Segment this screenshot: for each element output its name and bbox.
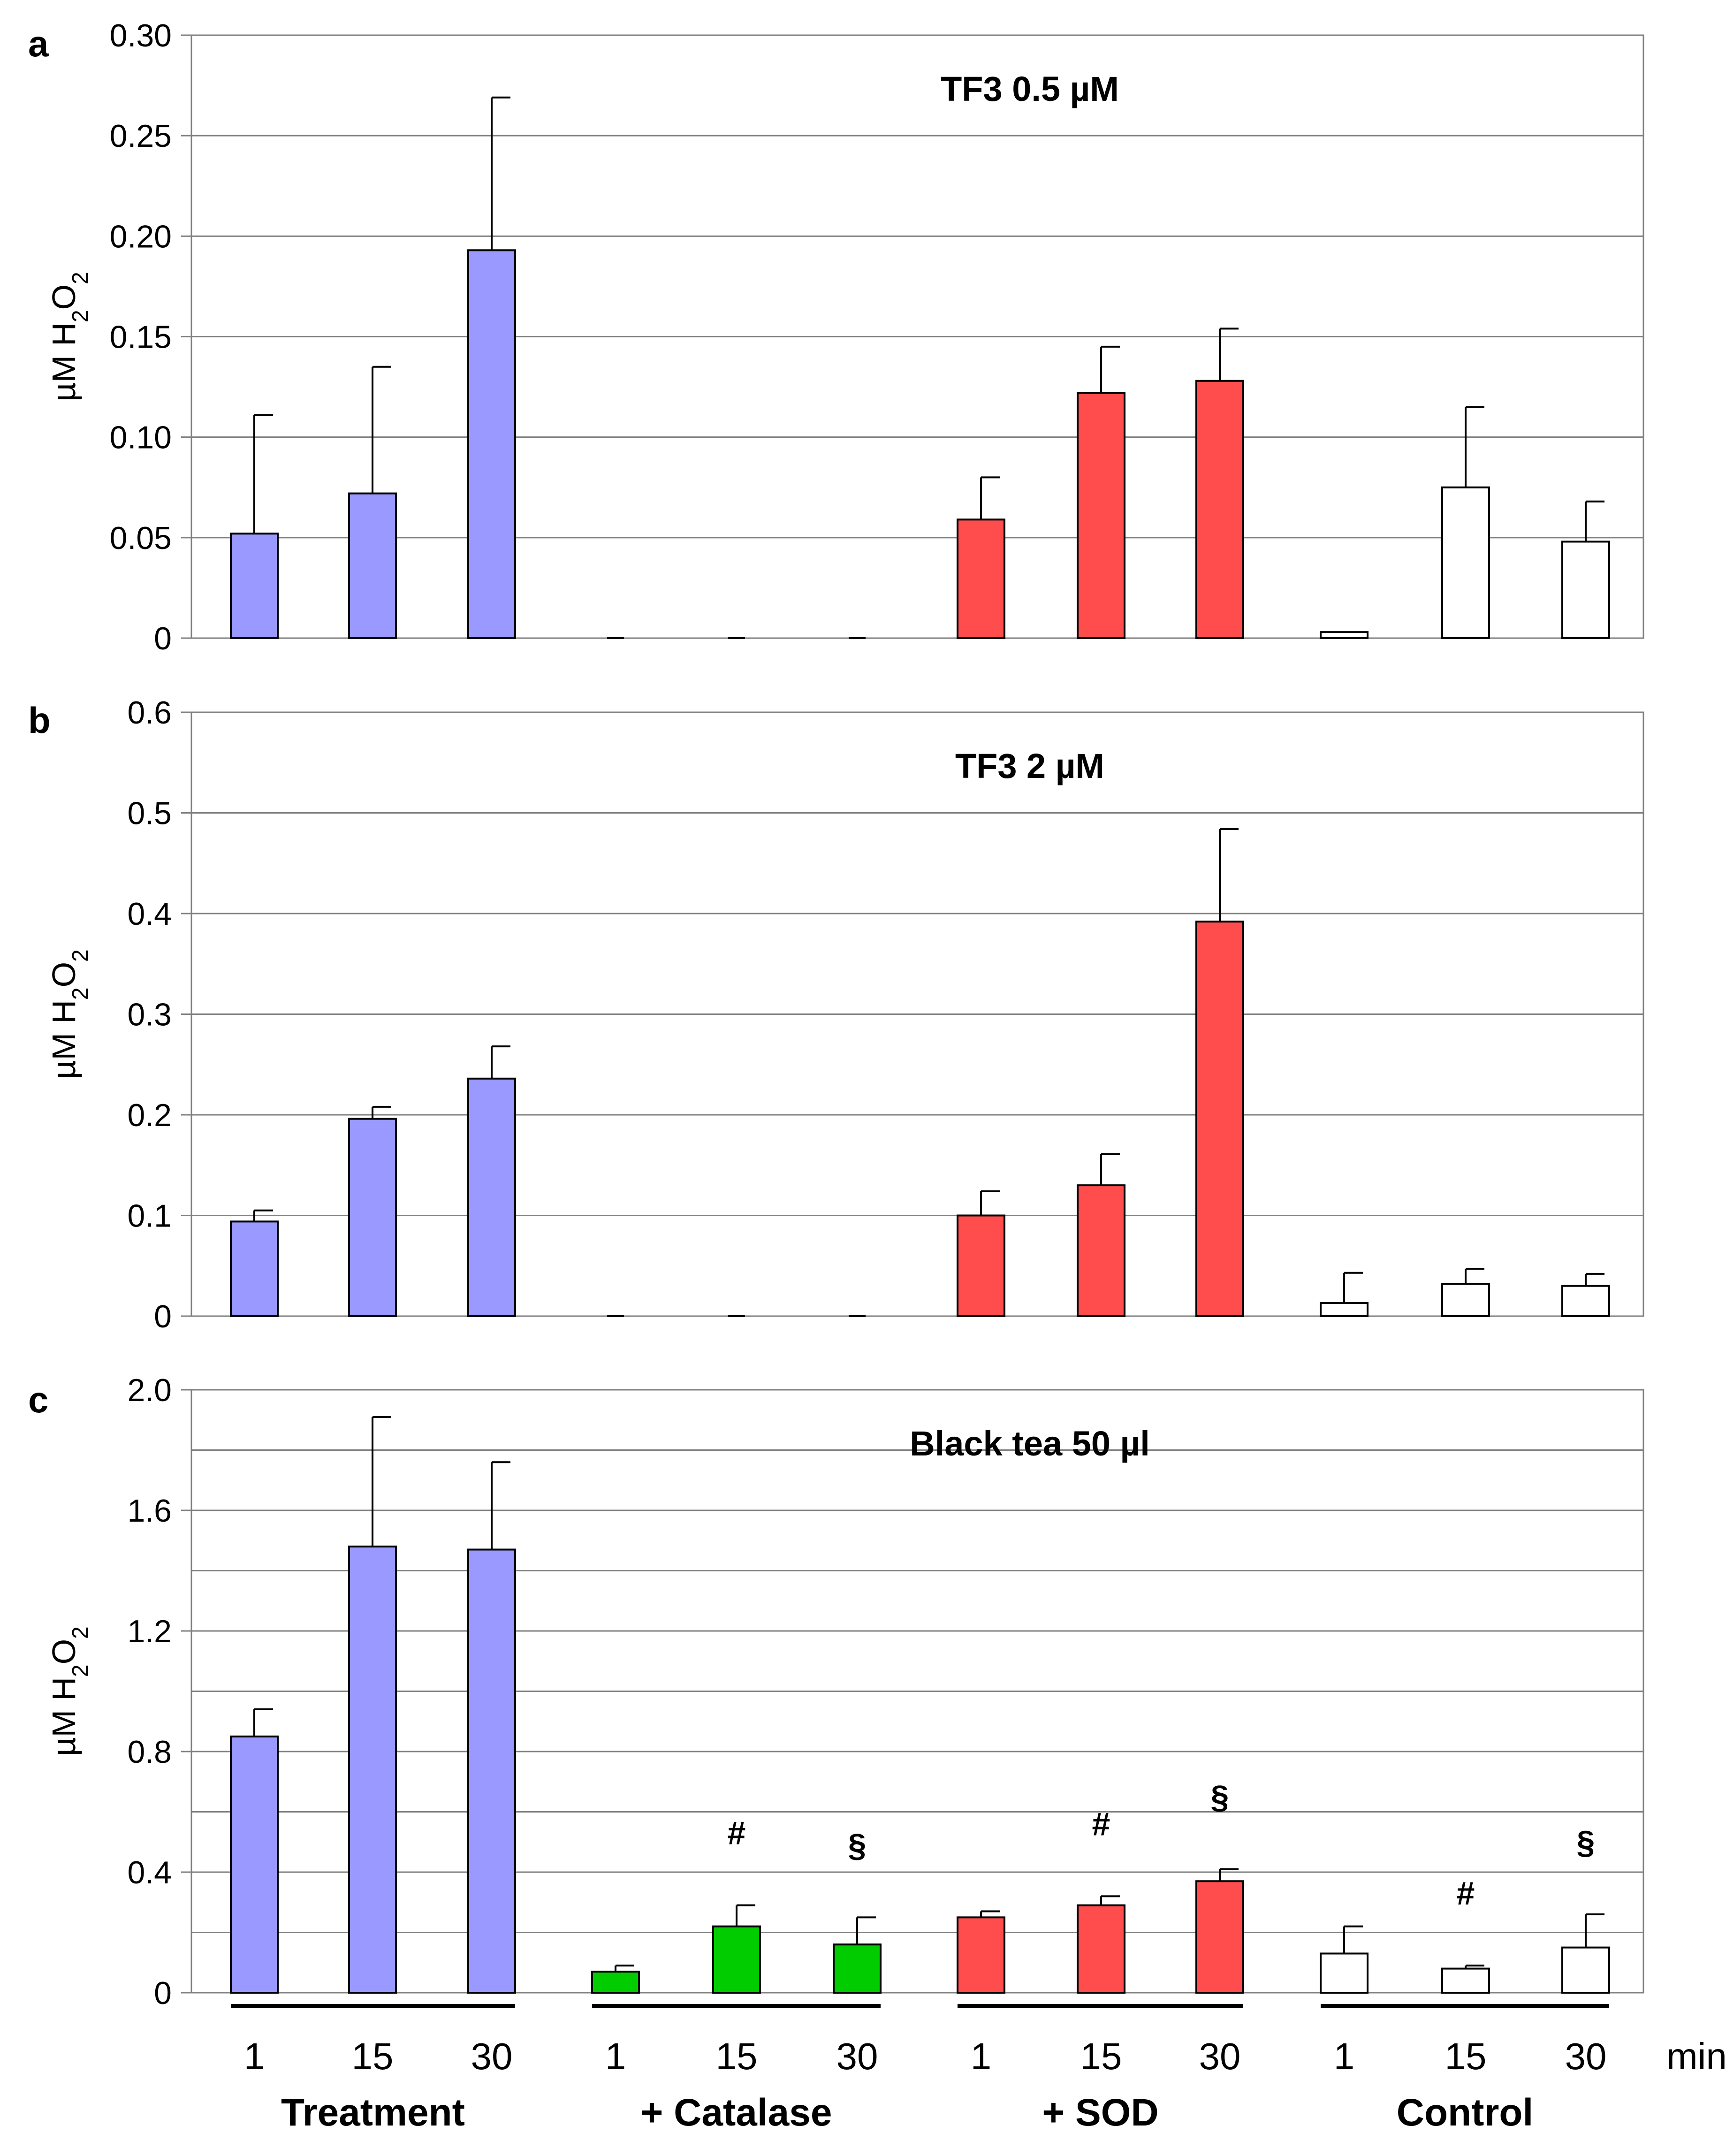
y-tick-label: 0.3 xyxy=(127,997,172,1033)
chart-panel-a: 0 0.05 0.10 0.15 0.20 0.25 0.30 a µM H2O2 TF3 0.5… xyxy=(28,18,1644,656)
bar xyxy=(957,1214,1005,1317)
panel-letter: c xyxy=(28,1379,48,1420)
group-label: Treatment xyxy=(281,2091,465,2134)
y-tick-label: 0.15 xyxy=(110,320,172,355)
chart-panel-b: 0 0.1 0.2 0.3 0.4 0.5 0.6 b µM H2O2 TF3 2 µM xyxy=(28,695,1644,1334)
y-tick-label: 0.6 xyxy=(127,695,172,731)
y-axis-label: µM H2O2 xyxy=(46,1626,93,1756)
bar xyxy=(467,1077,516,1318)
chart-title: Black tea 50 µl xyxy=(910,1424,1150,1463)
y-tick-label: 0.30 xyxy=(110,18,172,53)
significance-marker: § xyxy=(1577,1824,1595,1860)
bar xyxy=(230,1735,279,1994)
y-tick-label: 1.2 xyxy=(127,1614,172,1649)
significance-marker: # xyxy=(728,1815,746,1851)
bar xyxy=(1561,1285,1610,1317)
x-tick-label: 15 xyxy=(1445,2035,1487,2077)
bar xyxy=(1320,1952,1369,1994)
significance-marker: # xyxy=(1457,1875,1475,1912)
bar xyxy=(712,1925,761,1994)
y-tick-label: 0.10 xyxy=(110,420,172,456)
bar xyxy=(1077,392,1125,639)
group-label: + Catalase xyxy=(641,2091,832,2134)
y-tick-label: 0.8 xyxy=(127,1734,172,1770)
x-tick-label: 15 xyxy=(352,2035,394,2077)
y-tick-label: 0.05 xyxy=(110,520,172,556)
chart-title: TF3 2 µM xyxy=(955,747,1104,785)
y-tick-label: 0.25 xyxy=(110,118,172,154)
x-tick-label: 1 xyxy=(244,2035,265,2077)
panel-letter: b xyxy=(28,700,51,741)
bar xyxy=(230,1220,279,1318)
x-tick-label: 30 xyxy=(1199,2035,1241,2077)
chart-panel-c: 0 0.4 0.8 1.2 1.6 2.0 c µM H2O2 Black tea 50 µl #… xyxy=(28,1372,1644,2011)
significance-marker: § xyxy=(1211,1779,1229,1815)
x-tick-label: 1 xyxy=(971,2035,992,2077)
significance-marker: # xyxy=(1092,1806,1110,1842)
bar xyxy=(957,1916,1005,1994)
x-tick-label: 1 xyxy=(1334,2035,1355,2077)
bar xyxy=(467,1548,516,1994)
bar xyxy=(230,533,279,640)
y-tick-label: 0.20 xyxy=(110,219,172,254)
bar xyxy=(348,1546,397,1994)
bar xyxy=(591,1971,640,1994)
chart-title: TF3 0.5 µM xyxy=(941,69,1119,108)
y-tick-label: 0 xyxy=(154,621,172,656)
panel-letter: a xyxy=(28,23,49,64)
bar xyxy=(1320,631,1369,640)
bar xyxy=(957,518,1005,639)
bar xyxy=(467,249,516,639)
bar xyxy=(1441,486,1490,639)
bar xyxy=(1561,541,1610,640)
bar xyxy=(1195,380,1244,639)
bar xyxy=(833,1943,882,1994)
group-label: + SOD xyxy=(1042,2091,1158,2134)
y-tick-label: 0.2 xyxy=(127,1097,172,1133)
bar xyxy=(1441,1283,1490,1318)
x-tick-label: 15 xyxy=(716,2035,758,2077)
y-tick-label: 0.5 xyxy=(127,796,172,831)
x-tick-label: 15 xyxy=(1080,2035,1122,2077)
bar xyxy=(1077,1904,1125,1994)
significance-marker: § xyxy=(848,1827,867,1863)
y-tick-label: 0.4 xyxy=(127,896,172,932)
x-tick-label: 30 xyxy=(836,2035,878,2077)
bar xyxy=(348,492,397,639)
y-tick-label: 0 xyxy=(154,1299,172,1334)
y-tick-label: 0 xyxy=(154,1975,172,2011)
y-axis-label: µM H2O2 xyxy=(46,949,93,1079)
group-label: Control xyxy=(1397,2091,1533,2134)
bar xyxy=(1195,1880,1244,1994)
bar xyxy=(1441,1967,1490,1994)
y-axis-label: µM H2O2 xyxy=(46,272,93,402)
x-tick-label: 1 xyxy=(605,2035,626,2077)
y-tick-label: 2.0 xyxy=(127,1372,172,1408)
y-tick-label: 0.4 xyxy=(127,1855,172,1890)
x-unit-label: min xyxy=(1666,2035,1726,2077)
y-tick-label: 1.6 xyxy=(127,1493,172,1529)
bar xyxy=(1077,1184,1125,1317)
x-tick-label: 30 xyxy=(1565,2035,1607,2077)
bar xyxy=(1320,1302,1369,1317)
bar xyxy=(1195,921,1244,1318)
x-tick-label: 30 xyxy=(471,2035,513,2077)
y-tick-label: 0.1 xyxy=(127,1198,172,1234)
bar xyxy=(348,1118,397,1318)
bar xyxy=(1561,1946,1610,1994)
